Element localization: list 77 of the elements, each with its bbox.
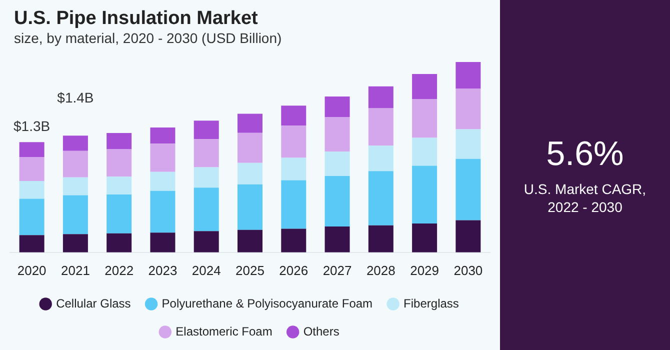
- bar: [62, 234, 88, 252]
- bar: [150, 128, 176, 144]
- bar: [194, 167, 219, 188]
- bar: [19, 142, 44, 158]
- x-tick-label: 2028: [366, 262, 396, 278]
- bar: [194, 188, 219, 232]
- text: 5.6%: [546, 134, 624, 174]
- bar: [368, 225, 394, 252]
- bar: [324, 117, 350, 152]
- chart-title: U.S. Pipe Insulation Market: [14, 8, 259, 30]
- bar: [106, 233, 132, 252]
- bar: [106, 176, 132, 195]
- x-tick-label: 2022: [104, 262, 134, 278]
- bar: [238, 162, 262, 184]
- bar: [281, 106, 306, 126]
- bar: [19, 157, 44, 181]
- bar: [150, 172, 176, 191]
- bar: [324, 152, 350, 176]
- x-tick-label: 2023: [148, 262, 178, 278]
- x-tick-label: 2020: [17, 262, 46, 278]
- bar: [194, 139, 219, 168]
- bar: [368, 86, 394, 108]
- x-tick-label: 2024: [192, 262, 221, 278]
- bar: [62, 177, 88, 196]
- bar: [412, 138, 438, 166]
- bar: [456, 62, 481, 88]
- bar: [19, 198, 44, 236]
- bar: [150, 190, 176, 233]
- bar: [456, 158, 481, 220]
- text: U.S. Market CAGR, 2022 - 2030: [522, 180, 648, 216]
- bar: [281, 228, 306, 252]
- bar: [412, 223, 438, 252]
- bar: [238, 230, 262, 252]
- bar: [324, 176, 350, 227]
- bar: [456, 220, 481, 252]
- bar: [412, 98, 438, 138]
- bar: [324, 226, 350, 252]
- bar: [106, 133, 132, 150]
- x-tick-label: 2025: [236, 262, 264, 278]
- bar: [368, 146, 394, 172]
- x-tick-label: 2029: [410, 262, 440, 278]
- bar: [324, 96, 350, 118]
- bar: [150, 232, 176, 252]
- bar: [456, 88, 481, 130]
- bar: [238, 114, 262, 133]
- bar: [368, 171, 394, 226]
- bar: [194, 120, 219, 140]
- bar: [281, 180, 306, 229]
- legend-label: Fiberglass: [404, 296, 459, 310]
- bar: [106, 149, 132, 177]
- bar: [281, 158, 306, 180]
- chart-subtitle: size, by material, 2020 - 2030 (USD Billion): [14, 30, 282, 46]
- x-tick-label: 2021: [60, 262, 90, 278]
- legend-label: Elastomeric Foam: [176, 324, 272, 338]
- bar: [62, 195, 88, 234]
- bar: [106, 194, 132, 234]
- bar: [412, 166, 438, 224]
- annotation: $1.3B: [14, 118, 50, 134]
- bar: [368, 108, 394, 146]
- legend-label: Others: [303, 324, 340, 338]
- legend-label: Polyurethane & Polyisocyanurate Foam: [162, 296, 373, 310]
- bar: [19, 235, 44, 252]
- bar: [238, 132, 262, 163]
- x-tick-label: 2030: [454, 262, 483, 278]
- x-tick-label: 2027: [322, 262, 352, 278]
- bar: [194, 231, 219, 252]
- bar: [412, 74, 438, 99]
- bar: [456, 129, 481, 159]
- bar: [62, 136, 88, 151]
- bar: [150, 144, 176, 172]
- bar: [238, 184, 262, 230]
- legend-label: Cellular Glass: [56, 296, 131, 310]
- x-tick-label: 2026: [279, 262, 308, 278]
- bar: [19, 181, 44, 199]
- bar: [281, 126, 306, 158]
- bar: [62, 150, 88, 178]
- annotation: $1.4B: [57, 90, 94, 106]
